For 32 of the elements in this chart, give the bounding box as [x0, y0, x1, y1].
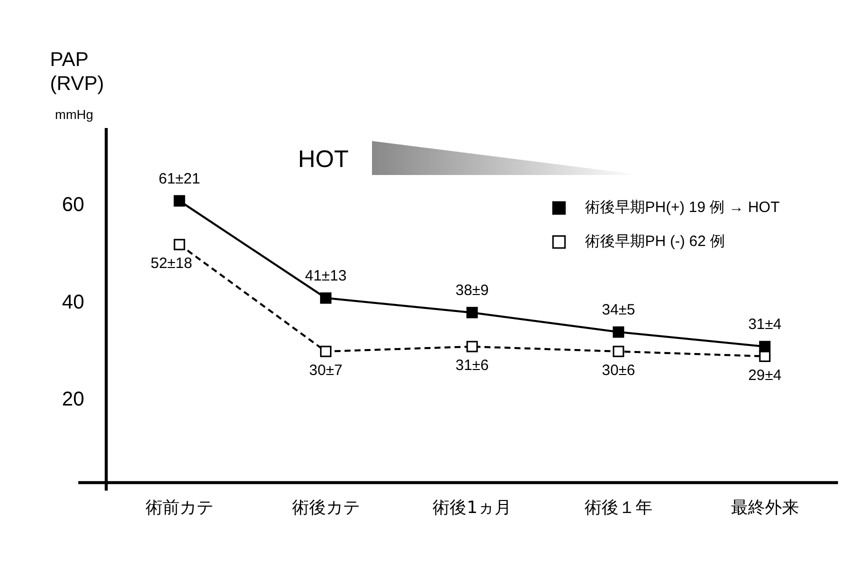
point — [320, 292, 332, 304]
data-label: 38±9 — [455, 282, 489, 300]
data-label: 31±6 — [455, 357, 489, 374]
x-tick-label: 術後１年 — [584, 498, 652, 518]
point — [174, 195, 186, 207]
legend-label: 術後早期PH(+) 19 例 → HOT — [585, 199, 780, 216]
data-label: 29±4 — [748, 366, 782, 384]
data-label: 31±4 — [748, 316, 782, 334]
annotation: HOT — [298, 146, 349, 174]
legend-label: 術後早期PH (-) 62 例 — [585, 233, 726, 250]
x-tick-label: 最終外来 — [730, 498, 799, 518]
data-label: 41±13 — [304, 268, 347, 285]
text: mmHg — [55, 107, 94, 122]
y-tick-label: 40 — [62, 291, 84, 314]
x-tick-label: 術後カテ — [292, 498, 360, 518]
point — [174, 238, 186, 250]
data-label: 30±6 — [602, 362, 636, 380]
data-label: 34±5 — [602, 302, 636, 319]
point — [612, 326, 624, 338]
x-tick-label: 術前カテ — [145, 498, 214, 518]
point — [320, 346, 332, 358]
y-tick-label: 60 — [62, 194, 84, 216]
point — [612, 346, 624, 358]
point — [759, 340, 771, 352]
point — [466, 306, 478, 318]
data-label: 61±21 — [158, 170, 200, 188]
point — [466, 340, 478, 352]
y-tick-label: 20 — [62, 388, 84, 411]
data-label: 30±7 — [309, 362, 342, 380]
data-label: 52±18 — [150, 255, 192, 272]
y-axis-title: PAP (RVP) — [50, 48, 106, 96]
x-tick-label: 術後1ヵ月 — [432, 498, 512, 518]
